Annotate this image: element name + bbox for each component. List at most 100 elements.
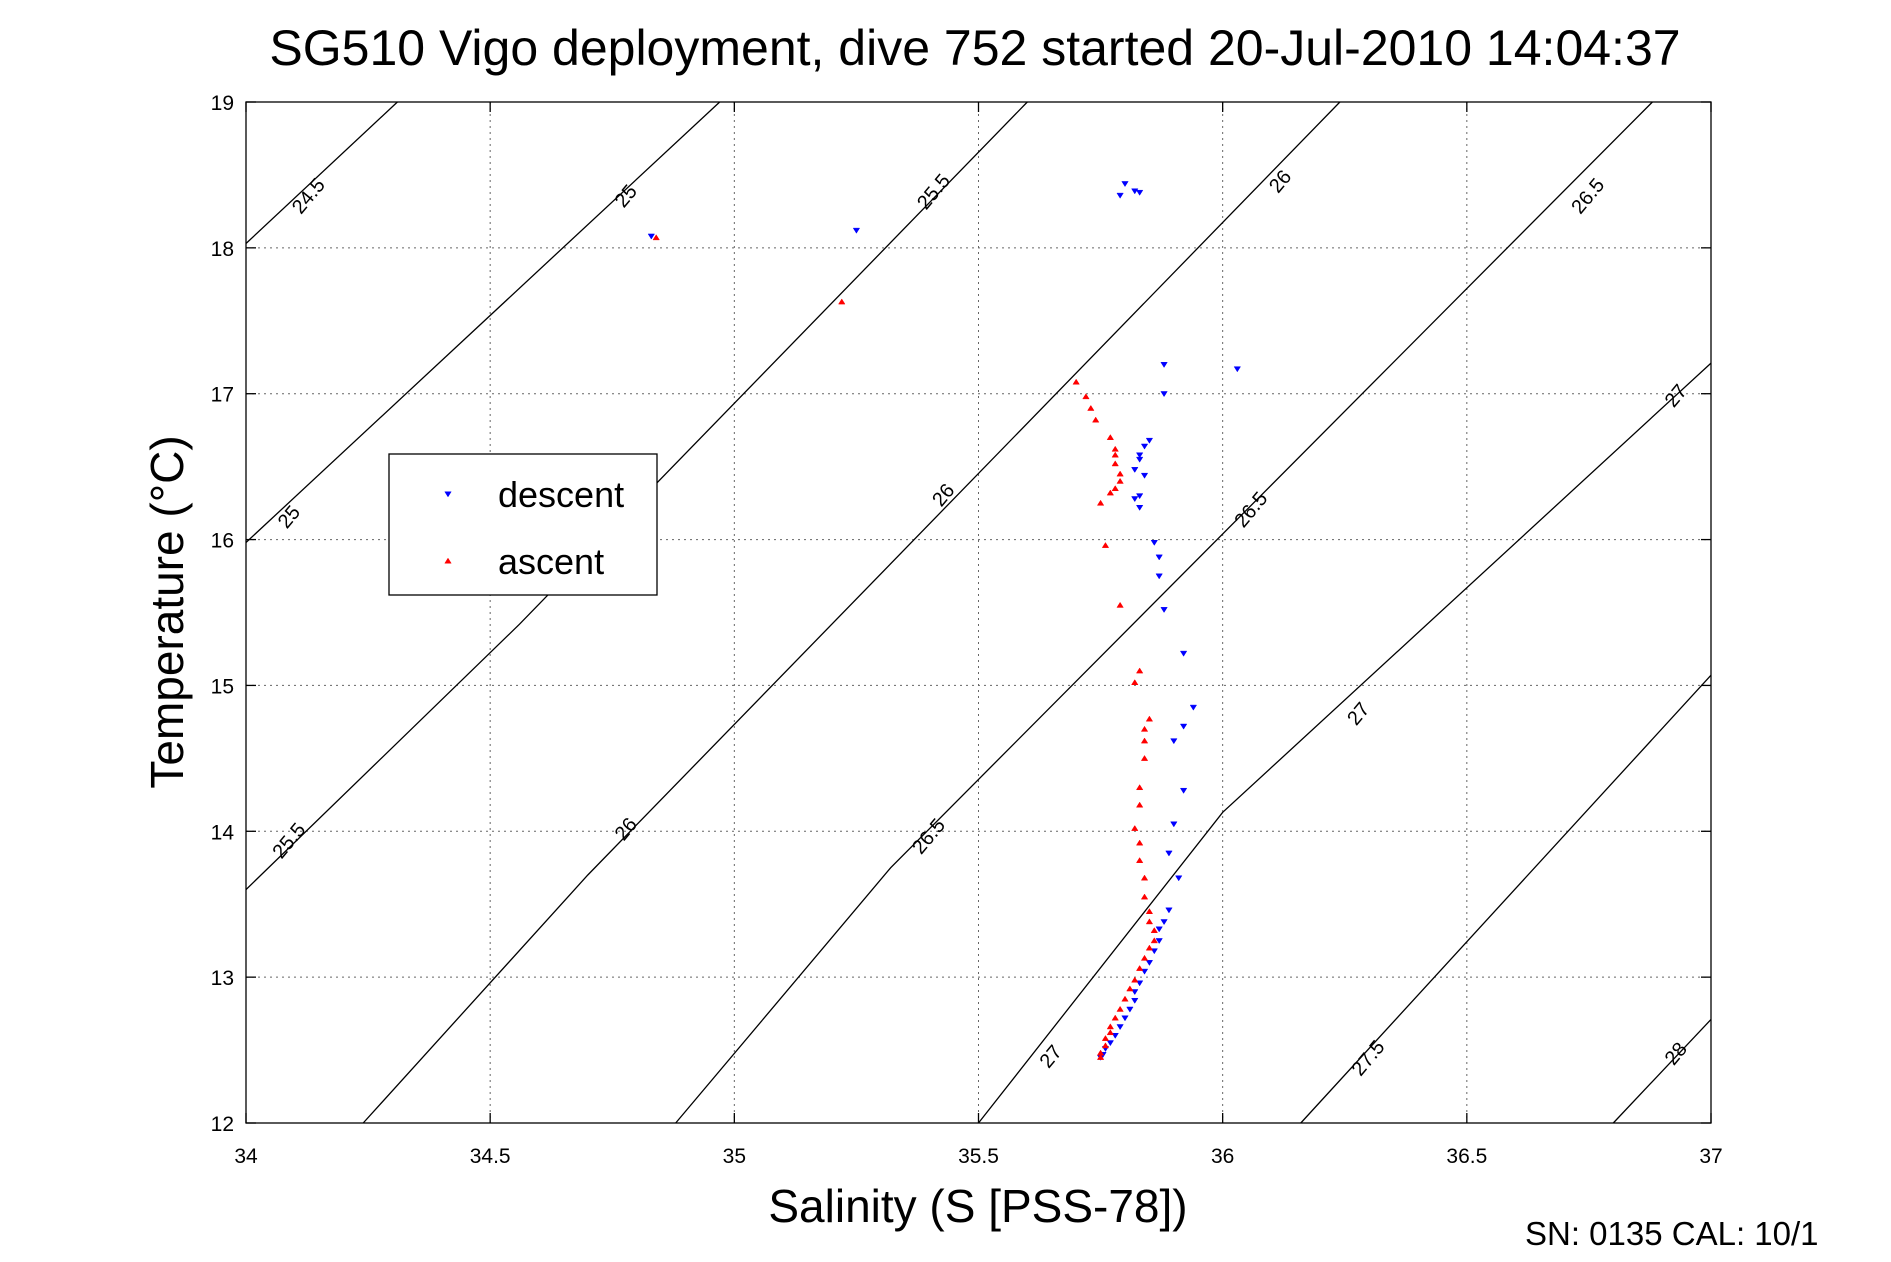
ascent-point <box>1150 937 1158 944</box>
ascent-point <box>1145 908 1154 914</box>
ascent-point <box>1116 601 1124 608</box>
legend-label-ascent: ascent <box>498 541 604 582</box>
descent-point <box>1126 1006 1134 1013</box>
ascent-point <box>1135 801 1144 808</box>
legend: descent ascent <box>388 453 658 596</box>
descent-point <box>1116 192 1124 199</box>
descent-point <box>1135 452 1144 459</box>
ascent-point <box>1106 434 1115 440</box>
descent-series <box>647 181 1241 1061</box>
ascent-point <box>1096 499 1105 506</box>
ascent-point <box>1140 874 1149 881</box>
ascent-point <box>838 298 846 305</box>
descent-point <box>1165 907 1173 914</box>
x-tick-label: 35 <box>723 1145 746 1168</box>
isopycnal-line <box>1300 674 1712 1124</box>
descent-point <box>1179 787 1188 794</box>
ascent-point <box>1145 918 1154 925</box>
y-tick-label: 17 <box>211 384 234 407</box>
isopycnal-line <box>245 101 1028 891</box>
ascent-point <box>1111 485 1119 492</box>
isopycnal-label: 26.5 <box>1230 488 1272 532</box>
ascent-point <box>1145 715 1154 722</box>
descent-point <box>1131 496 1139 503</box>
density-contours <box>245 101 1712 1124</box>
descent-point <box>1140 443 1149 450</box>
ascent-point <box>1111 460 1119 467</box>
ascent-point <box>1131 976 1139 983</box>
ascent-point <box>1131 825 1139 831</box>
ascent-point <box>1140 755 1149 761</box>
y-tick-label: 12 <box>211 1113 234 1136</box>
y-tick-label: 15 <box>211 675 234 698</box>
ascent-point <box>652 234 660 241</box>
ascent-point <box>1140 954 1149 961</box>
isopycnal-label: 27.5 <box>1348 1036 1390 1080</box>
ascent-point <box>1111 1014 1119 1021</box>
axis-ticks: 34 34.5 35 35.5 36 36.5 37 12 13 14 15 16 17 18 19 <box>211 92 1723 1168</box>
ascent-point <box>1106 1029 1115 1036</box>
y-tick-label: 19 <box>211 92 234 115</box>
isopycnal-label: 26 <box>928 480 959 511</box>
legend-box <box>388 453 658 596</box>
ascent-point <box>1082 393 1090 400</box>
isopycnal-line <box>245 101 721 543</box>
ascent-point <box>1135 667 1144 674</box>
descent-point <box>1160 919 1168 926</box>
ascent-point <box>1126 985 1134 992</box>
isopycnal-label: 26 <box>1265 166 1296 197</box>
descent-point <box>1121 181 1129 188</box>
data-points <box>647 181 1241 1061</box>
ascent-point <box>1116 470 1124 477</box>
footer-serial-calibration: SN: 0135 CAL: 10/1 <box>1525 1215 1819 1252</box>
x-tick-label: 36.5 <box>1446 1145 1487 1168</box>
descent-point <box>1160 362 1168 368</box>
ascent-point <box>1135 784 1144 791</box>
x-tick-label: 36 <box>1211 1145 1234 1168</box>
isopycnal-label: 25.5 <box>268 819 310 863</box>
descent-point <box>1179 650 1188 657</box>
ascent-point <box>1135 965 1144 971</box>
isopycnal-label: 26.5 <box>908 815 950 859</box>
ascent-point <box>1116 477 1124 484</box>
ascent-point <box>1072 378 1080 385</box>
y-tick-label: 18 <box>211 238 234 261</box>
descent-point <box>1145 960 1154 966</box>
descent-point <box>1170 821 1178 828</box>
ascent-point <box>1121 995 1129 1002</box>
chart-title: SG510 Vigo deployment, dive 752 started … <box>269 20 1680 76</box>
isopycnal-label: 25 <box>611 181 642 212</box>
ascent-point <box>1131 679 1139 686</box>
y-tick-label: 13 <box>211 967 234 990</box>
y-tick-label: 14 <box>211 821 235 844</box>
descent-point <box>1135 493 1144 500</box>
isopycnal-label: 27 <box>1343 699 1374 730</box>
x-axis-label: Salinity (S [PSS-78]) <box>768 1180 1187 1232</box>
ascent-point <box>1140 893 1149 900</box>
ascent-point <box>1106 1023 1115 1030</box>
ascent-point <box>1087 404 1095 411</box>
isopycnal-label: 28 <box>1661 1038 1692 1069</box>
descent-point <box>1121 1015 1129 1022</box>
descent-point <box>1155 554 1163 561</box>
ascent-point <box>1145 944 1154 951</box>
ascent-point <box>1135 839 1144 846</box>
descent-point <box>1160 607 1168 613</box>
isopycnal-line <box>675 101 1653 1124</box>
ascent-point <box>1135 857 1144 863</box>
x-tick-label: 37 <box>1699 1145 1722 1168</box>
descent-point <box>1155 938 1163 945</box>
descent-point <box>1135 456 1144 463</box>
descent-point <box>1145 437 1154 444</box>
ascent-point <box>1101 1035 1110 1041</box>
descent-point <box>852 227 861 234</box>
descent-point <box>1135 504 1144 511</box>
descent-point <box>1135 189 1144 196</box>
descent-point <box>1155 926 1163 933</box>
ascent-point <box>1092 416 1100 423</box>
descent-point <box>1140 472 1149 479</box>
descent-point <box>1233 366 1241 373</box>
x-tick-label: 34 <box>234 1145 258 1168</box>
isopycnal-line <box>245 101 398 244</box>
